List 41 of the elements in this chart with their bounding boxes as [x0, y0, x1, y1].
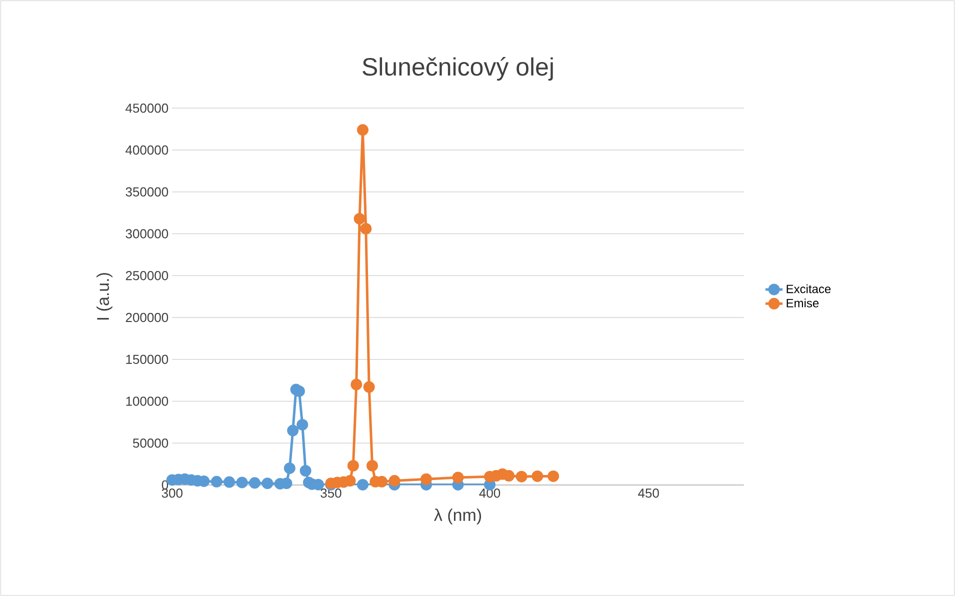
- y-tick-label: 200000: [126, 312, 168, 322]
- point: [503, 470, 515, 482]
- point: [300, 464, 312, 476]
- point: [296, 418, 308, 430]
- point: [360, 222, 372, 234]
- point: [248, 477, 260, 489]
- point: [354, 212, 366, 224]
- point: [420, 473, 432, 485]
- x-tick-label: 450: [638, 488, 659, 498]
- point: [236, 476, 248, 488]
- point: [262, 478, 274, 489]
- point: [284, 462, 296, 474]
- point: [516, 470, 528, 482]
- point: [224, 476, 236, 488]
- point: [356, 478, 368, 490]
- y-tick-label: 100000: [126, 396, 168, 406]
- y-tick-label: 300000: [126, 229, 168, 238]
- y-tick-label: 350000: [126, 187, 168, 196]
- point: [388, 474, 400, 486]
- point: [347, 460, 359, 472]
- point: [452, 472, 464, 484]
- point: [363, 381, 375, 393]
- y-tick-label: 400000: [126, 145, 168, 155]
- y-tick-label: 450000: [126, 103, 168, 113]
- x-tick-label: 300: [162, 488, 182, 498]
- y-axis-title: I (a.u.): [96, 273, 112, 320]
- y-tick-label: 150000: [126, 354, 168, 364]
- point: [548, 470, 560, 482]
- x-axis-title: λ (nm): [434, 508, 482, 524]
- point: [344, 474, 356, 486]
- y-tick-label: 50000: [132, 438, 168, 448]
- point: [210, 476, 222, 488]
- point: [532, 470, 544, 482]
- point: [287, 424, 299, 436]
- point: [366, 460, 378, 472]
- legend-label: Emise: [786, 298, 819, 308]
- legend-label: Excitace: [786, 284, 831, 294]
- point: [350, 378, 362, 390]
- point: [356, 124, 368, 136]
- chart-title: Slunečnicový olej: [362, 56, 553, 81]
- y-tick-label: 250000: [126, 270, 168, 280]
